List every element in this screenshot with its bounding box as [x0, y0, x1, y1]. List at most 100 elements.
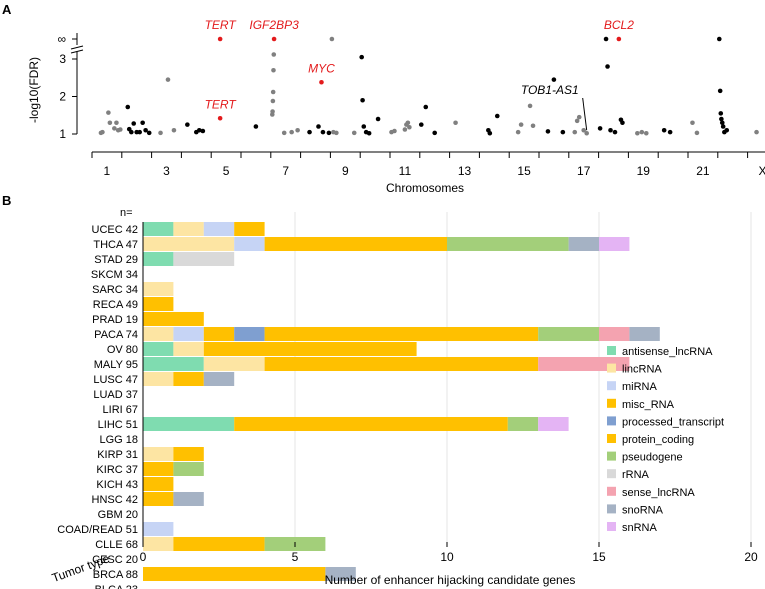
data-point — [694, 130, 700, 136]
x-tick-label: 17 — [577, 164, 591, 178]
bar-segment-sense-lncRNA — [538, 357, 630, 371]
data-point — [359, 54, 364, 60]
bar-segment-protein-coding — [234, 417, 508, 431]
data-point — [351, 130, 357, 136]
data-point — [530, 123, 536, 129]
bar-segment-protein-coding — [143, 492, 174, 506]
data-point — [581, 127, 586, 133]
data-point — [432, 130, 438, 136]
tumor-type-label: LGG 18 — [99, 434, 138, 446]
data-point — [402, 127, 408, 132]
x-tick-label: 21 — [696, 164, 710, 178]
data-point — [118, 127, 123, 132]
data-point — [217, 36, 223, 42]
x-tick-label: 5 — [223, 164, 230, 178]
x-tick-label: 15 — [592, 550, 606, 564]
x-tick-label: 3 — [163, 164, 170, 178]
stacked-bar-chart: n= UCEC 42 THCA 47 STAD 29 SKCM 34 SARC 34 REC… — [50, 207, 758, 589]
bar-segment-lincRNA — [143, 537, 174, 551]
bar-segment-miRNA — [234, 237, 265, 251]
data-point — [392, 128, 397, 134]
data-point — [281, 130, 287, 136]
tumor-type-label: LIRI 67 — [103, 404, 138, 416]
data-point — [140, 120, 145, 126]
bar-segment-protein-coding — [234, 222, 265, 236]
data-point — [453, 120, 458, 126]
data-point — [196, 127, 202, 133]
axis-break-mark — [70, 49, 84, 54]
x-tick-label: 19 — [637, 164, 651, 178]
tumor-type-label: LIHC 51 — [98, 419, 138, 431]
bar-segment-lincRNA — [143, 282, 174, 296]
axis-break-mark — [70, 45, 84, 50]
data-point — [146, 130, 152, 136]
tumor-type-label: HNSC 42 — [92, 494, 138, 506]
bar-segment-antisense-lncRNA — [143, 222, 174, 236]
bar-segment-protein-coding — [143, 462, 174, 476]
legend-swatch-pseudogene — [607, 451, 616, 461]
data-point — [667, 129, 673, 135]
legend-label: pseudogene — [622, 452, 683, 464]
legend-label: miRNA — [622, 381, 657, 393]
data-point — [407, 124, 412, 130]
data-point — [584, 130, 589, 136]
data-point — [253, 124, 259, 129]
data-point — [270, 89, 276, 95]
gene-label: IGF2BP3 — [249, 18, 299, 32]
data-point — [114, 120, 119, 126]
data-point — [334, 130, 339, 136]
data-point — [643, 130, 649, 136]
data-point — [271, 52, 277, 57]
legend-swatch-lincRNA — [607, 363, 616, 373]
data-point — [405, 120, 411, 126]
bar-segment-protein-coding — [143, 477, 174, 491]
data-point — [319, 79, 324, 85]
x-tick-label: 13 — [458, 164, 472, 178]
data-point — [158, 130, 163, 136]
data-point — [326, 130, 332, 136]
data-point — [217, 115, 223, 121]
data-point — [112, 126, 117, 131]
data-point — [143, 127, 148, 133]
data-point — [131, 121, 137, 126]
bar-segment-antisense-lncRNA — [143, 252, 174, 266]
x-tick-label: 1 — [104, 164, 111, 178]
bar-segment-pseudogene — [173, 462, 204, 476]
y-tick-label: 1 — [59, 127, 66, 141]
data-point — [271, 36, 277, 42]
data-point — [527, 103, 533, 109]
bar-segment-snRNA — [599, 237, 630, 251]
data-point — [608, 127, 613, 133]
bar-segment-antisense-lncRNA — [143, 417, 235, 431]
data-point — [129, 129, 134, 135]
data-point — [717, 88, 723, 94]
x-tick-label: 5 — [292, 550, 299, 564]
data-point — [576, 114, 582, 120]
legend-label: snRNA — [622, 522, 658, 534]
bar-segment-protein-coding — [143, 297, 174, 311]
legend-swatch-snoRNA — [607, 504, 616, 514]
data-point — [661, 127, 667, 133]
data-point — [597, 126, 603, 131]
gene-label: BCL2 — [604, 18, 634, 32]
data-point — [361, 124, 367, 129]
gene-label: TERT — [205, 97, 238, 111]
data-point — [165, 77, 171, 82]
panel-b-label: B — [2, 193, 11, 208]
y-tick-label: ∞ — [57, 32, 66, 46]
manhattan-plot: 123∞-log10(FDR)1 3 5 7 9 11 13 15 17 19 21 XChromos… — [27, 18, 765, 195]
data-point — [316, 124, 321, 129]
x-tick-label: 0 — [140, 550, 147, 564]
tumor-type-label: BRCA 88 — [93, 569, 138, 581]
annotation-pointer — [582, 97, 588, 131]
data-point — [724, 127, 730, 133]
bar-segment-protein-coding — [264, 327, 539, 341]
data-point — [423, 104, 429, 110]
data-point — [329, 36, 335, 42]
x-tick-label: 10 — [440, 550, 454, 564]
data-point — [125, 104, 131, 110]
bar-segment-lincRNA — [173, 222, 204, 236]
data-point — [271, 67, 276, 73]
tumor-type-label: LUSC 47 — [93, 374, 138, 386]
tumor-type-label: GBM 20 — [98, 509, 138, 521]
